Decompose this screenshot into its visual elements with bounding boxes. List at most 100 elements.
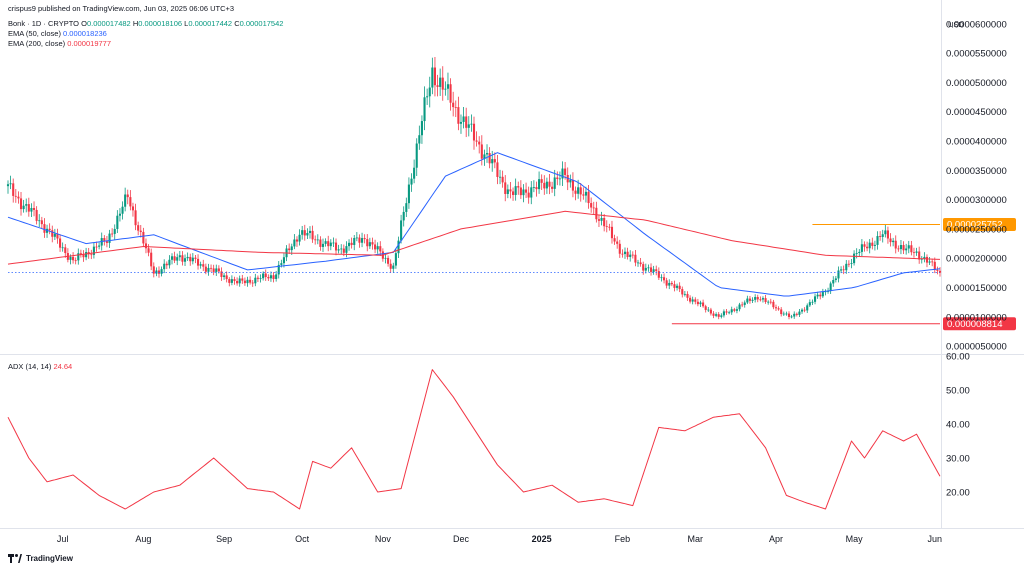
price-axis[interactable]: 0.000025752 0.000008814 0.0000050000 0.0000…	[943, 19, 1016, 353]
candle	[509, 182, 512, 199]
candle	[64, 244, 67, 258]
candle	[498, 169, 502, 185]
ema200-value: 0.000019777	[67, 39, 111, 48]
candle	[746, 295, 749, 305]
candle	[449, 78, 452, 111]
candle	[189, 253, 192, 266]
resistance-line-tag: 0.000025752	[943, 218, 1016, 232]
candle	[787, 311, 791, 320]
candle	[118, 208, 121, 222]
ema50-line	[7, 152, 941, 297]
candle	[850, 258, 853, 269]
candle	[847, 260, 850, 268]
candle	[834, 276, 837, 283]
candle	[660, 274, 663, 282]
candle	[22, 199, 25, 213]
candle	[886, 226, 889, 244]
candle	[561, 161, 564, 186]
adx-tick-label: 30.00	[946, 454, 970, 465]
candle	[134, 203, 137, 231]
candle	[676, 283, 679, 291]
candle	[571, 172, 574, 198]
ema200-legend[interactable]: EMA (200, close) 0.000019777	[8, 39, 111, 49]
adx-axis[interactable]: 20.00 30.00 40.00 50.00 60.00	[946, 352, 970, 499]
candle	[790, 314, 793, 319]
candle	[702, 299, 705, 308]
pane-separators	[0, 0, 1024, 529]
candle	[6, 180, 10, 194]
candle	[163, 259, 166, 274]
adx-legend[interactable]: ADX (14, 14) 24.64	[8, 362, 72, 371]
candle	[267, 274, 270, 281]
candle	[431, 57, 434, 95]
candle	[311, 225, 314, 243]
candle	[355, 232, 358, 242]
candle	[298, 229, 301, 246]
candle	[754, 294, 757, 303]
candle	[728, 310, 731, 315]
candle	[19, 192, 23, 216]
candle	[603, 214, 606, 232]
candle	[207, 263, 210, 276]
support-line-tag: 0.000008814	[943, 317, 1016, 331]
candle	[837, 266, 840, 283]
time-tick-label: Mar	[688, 534, 704, 544]
candle	[936, 266, 939, 275]
candle	[793, 311, 796, 319]
candle	[32, 201, 36, 217]
candle	[694, 297, 697, 305]
candle	[350, 237, 353, 249]
symbol-name[interactable]: Bonk · 1D · CRYPTO	[8, 19, 79, 28]
candle	[418, 125, 421, 150]
candle	[751, 297, 754, 304]
candle	[722, 309, 725, 318]
candle	[178, 250, 181, 261]
candle	[816, 291, 819, 299]
candle	[808, 299, 811, 307]
candle	[368, 237, 371, 249]
candle	[478, 136, 481, 154]
candle	[324, 238, 327, 247]
price-pane[interactable]	[6, 56, 942, 325]
candle	[241, 274, 244, 284]
candle	[170, 253, 174, 265]
ohlc-open-label: O	[81, 19, 87, 28]
candle	[371, 237, 374, 250]
candle	[866, 241, 869, 252]
candle	[512, 187, 515, 201]
candle	[876, 231, 879, 250]
candle	[553, 169, 556, 197]
candle	[173, 251, 176, 264]
candle	[14, 188, 17, 203]
candle	[504, 175, 507, 202]
candle	[715, 312, 718, 318]
candle	[832, 276, 835, 287]
candle	[813, 293, 817, 305]
candle	[506, 184, 509, 199]
price-tick-label: 0.0000250000	[946, 224, 1007, 235]
candle	[501, 170, 504, 188]
candle	[462, 107, 465, 129]
candle	[337, 244, 340, 254]
time-axis[interactable]: Jul Aug Sep Oct Nov Dec 2025 Feb Mar Apr May Jun	[57, 534, 942, 544]
adx-pane[interactable]	[7, 369, 941, 510]
candle	[92, 242, 95, 259]
tradingview-logo[interactable]: TradingView	[8, 554, 73, 563]
candle	[176, 253, 179, 266]
candle	[912, 247, 916, 258]
candle	[51, 225, 54, 243]
candle	[387, 255, 390, 267]
candle	[519, 180, 522, 199]
candle	[12, 178, 15, 203]
candle	[673, 280, 676, 292]
candle	[353, 234, 356, 251]
candle	[670, 281, 673, 287]
price-tick-label: 0.0000350000	[946, 166, 1007, 177]
candle	[212, 264, 215, 276]
candle	[538, 171, 541, 194]
ema50-legend[interactable]: EMA (50, close) 0.000018236	[8, 29, 107, 39]
candle	[95, 241, 98, 252]
symbol-legend: Bonk · 1D · CRYPTO O0.000017482 H0.00001…	[8, 19, 283, 29]
candle	[202, 259, 205, 271]
